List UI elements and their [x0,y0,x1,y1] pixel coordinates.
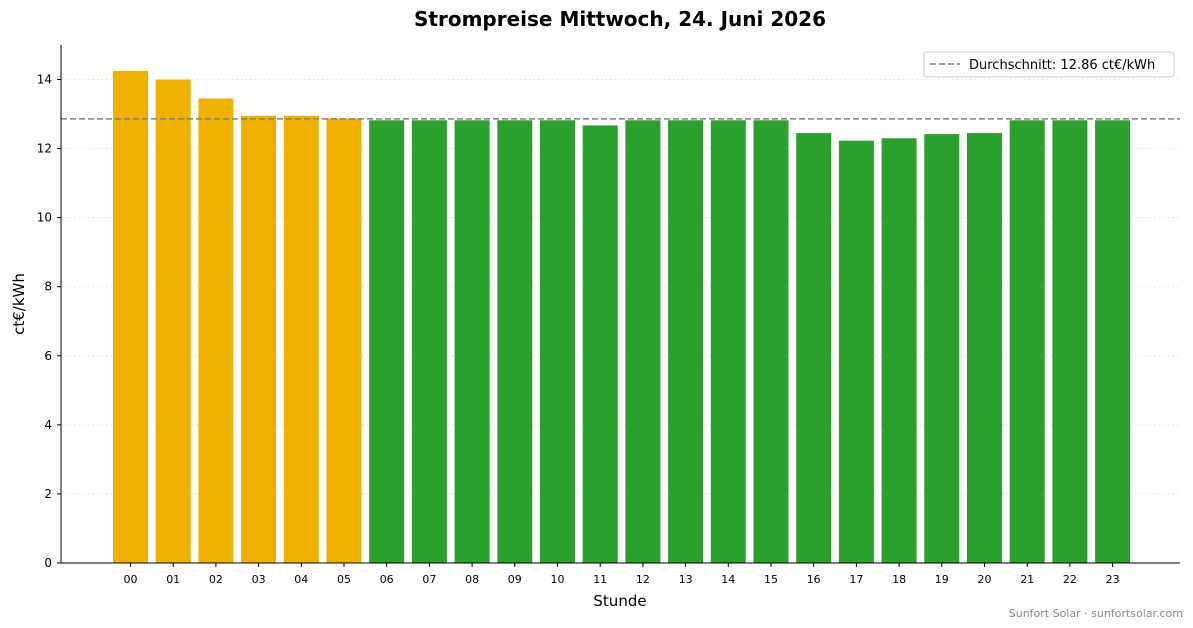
bar-09 [497,120,533,564]
bar-12 [625,120,661,564]
axes [60,45,1180,564]
x-tick-label: 18 [892,573,906,586]
x-tick-label: 14 [721,573,735,586]
bar-08 [454,120,490,564]
bar-11 [582,125,618,563]
x-tick-label: 20 [978,573,992,586]
x-tick-label: 03 [252,573,266,586]
legend: Durchschnitt: 12.86 ct€/kWh [923,51,1175,78]
bar-23 [1095,120,1131,564]
bar-20 [967,133,1002,563]
x-tick-label: 19 [935,573,949,586]
y-tick-label: 10 [37,211,52,225]
y-axis-label: ct€/kWh [10,273,28,335]
bar-22 [1052,120,1088,564]
x-tick-label: 04 [294,573,308,586]
x-tick-label: 05 [337,573,351,586]
bar-10 [540,120,575,564]
y-tick-label: 12 [37,142,52,156]
bar-00 [113,70,148,564]
bar-17 [838,140,874,563]
x-tick-label: 10 [551,573,565,586]
y-tick-label: 8 [44,280,52,294]
x-tick-label: 09 [508,573,522,586]
y-tick-label: 4 [44,418,52,432]
x-tick-label: 01 [166,573,180,586]
x-tick-label: 13 [679,573,693,586]
bars [113,70,1131,564]
bar-19 [924,134,960,563]
bar-18 [881,138,917,564]
bar-15 [753,120,789,564]
bar-06 [369,120,405,564]
x-tick-label: 15 [764,573,778,586]
x-tick-label: 16 [807,573,821,586]
bar-14 [710,120,746,564]
x-tick-label: 11 [593,573,607,586]
bar-13 [668,120,704,564]
bar-07 [411,120,447,564]
x-tick-label: 22 [1063,573,1077,586]
bar-01 [155,79,191,564]
x-tick-label: 12 [636,573,650,586]
y-ticks: 0 2 4 6 8 10 12 14 [37,73,61,570]
x-tick-label: 02 [209,573,223,586]
bar-05 [326,118,362,563]
bar-04 [283,115,319,563]
x-tick-label: 08 [465,573,479,586]
bar-03 [241,115,277,563]
legend-label: Durchschnitt: 12.86 ct€/kWh [969,58,1155,73]
x-tick-label: 07 [422,573,436,586]
bar-02 [198,98,234,563]
legend-box [923,51,1175,78]
x-tick-label: 23 [1106,573,1120,586]
x-tick-label: 17 [849,573,863,586]
x-axis-label: Stunde [593,592,646,610]
bar-21 [1009,120,1045,564]
footer-credit: Sunfort Solar · sunfortsolar.com [1008,607,1183,620]
y-tick-label: 14 [37,73,52,87]
y-tick-label: 2 [44,487,52,501]
x-tick-label: 06 [380,573,394,586]
x-tick-label: 00 [124,573,138,586]
chart-title: Strompreise Mittwoch, 24. Juni 2026 [414,7,826,31]
y-tick-label: 6 [44,349,52,363]
x-ticks: 00 01 02 03 04 05 06 07 08 09 10 11 12 13 14 15 16 17 18 19… [124,563,1120,586]
x-tick-label: 21 [1020,573,1034,586]
bar-16 [796,133,832,563]
y-tick-label: 0 [44,556,52,570]
